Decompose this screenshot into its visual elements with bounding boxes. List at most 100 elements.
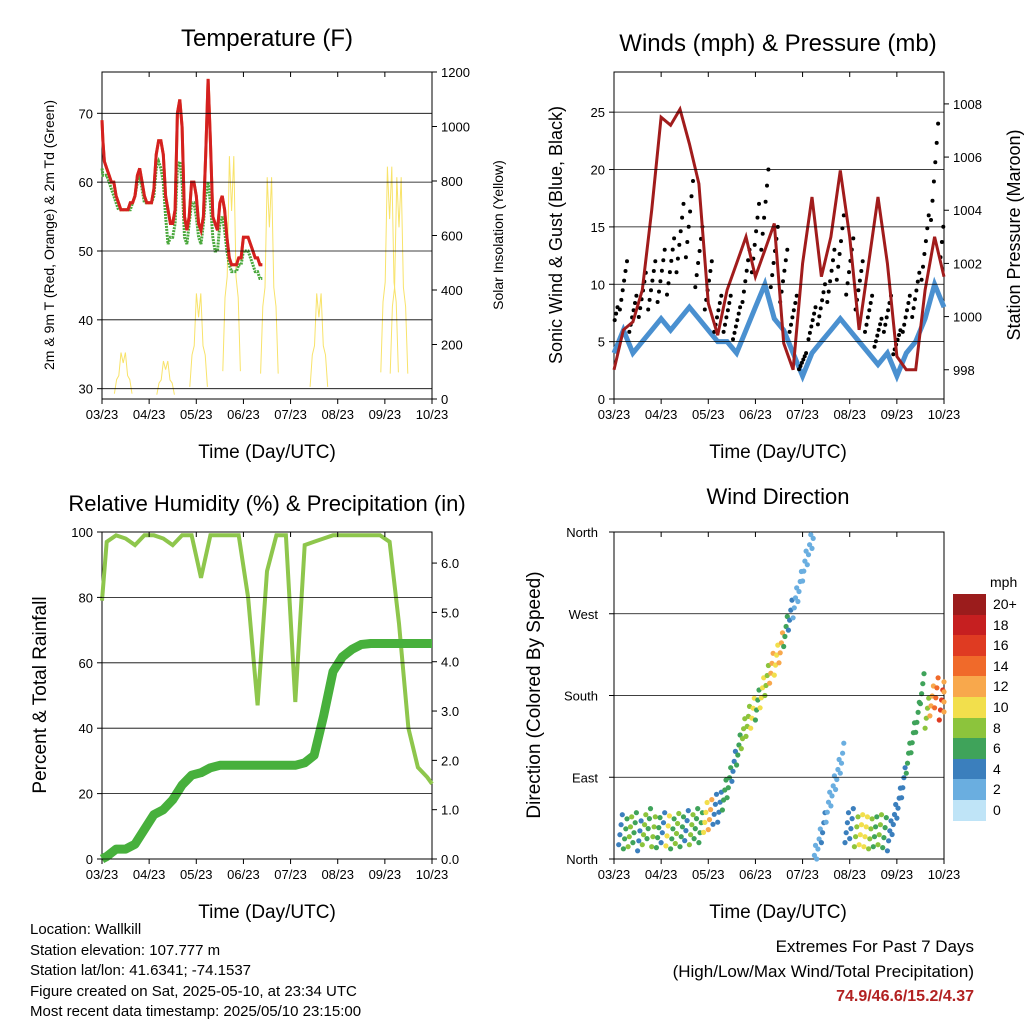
wind-direction-point	[691, 836, 697, 842]
gust-point	[674, 270, 679, 275]
wind-direction-point	[715, 819, 721, 825]
gust-point	[881, 329, 886, 334]
wind-direction-point	[833, 786, 839, 793]
direction-plot-area	[613, 531, 947, 862]
gust-point	[907, 293, 912, 298]
wind-direction-point	[903, 770, 909, 776]
gust-point	[736, 311, 741, 316]
wind-direction-point	[869, 816, 875, 822]
wind-direction-point	[880, 845, 886, 851]
wind-direction-point	[683, 828, 689, 834]
info-recent: Most recent data timestamp: 2025/05/10 2…	[30, 1003, 362, 1020]
gust-point	[723, 322, 727, 327]
wind-direction-point	[814, 856, 820, 862]
gust-point	[936, 121, 941, 126]
temperature-xtick-label: 03/23	[86, 407, 119, 422]
wind-direction-point	[668, 846, 674, 852]
extremes-heading: Extremes For Past 7 Days	[775, 937, 974, 956]
gust-point	[799, 360, 804, 365]
wind-direction-point	[796, 588, 802, 595]
gust-point	[669, 258, 674, 263]
wind-direction-point	[735, 752, 741, 758]
wind-direction-point	[643, 812, 649, 818]
gust-point	[818, 306, 823, 311]
gust-point	[627, 329, 632, 334]
wind-direction-point	[855, 814, 861, 820]
wind-direction-point	[843, 830, 849, 836]
legend-swatch	[953, 635, 986, 657]
legend-swatch	[953, 697, 986, 718]
solar-insolation-spike	[222, 156, 241, 372]
temperature-xtick-label: 09/23	[369, 407, 402, 422]
wind-direction-point	[842, 840, 848, 846]
gust-point	[752, 242, 757, 247]
gust-point	[834, 277, 839, 282]
wind-direction-point	[866, 846, 872, 852]
temperature-ylabel-left: 2m & 9m T (Red, Orange) & 2m Td (Green)	[41, 100, 57, 370]
wind-direction-point	[734, 762, 740, 768]
gust-point	[791, 308, 796, 313]
wind-direction-point	[899, 795, 905, 801]
humidity-ytick-label: 20	[79, 787, 93, 802]
gust-point	[685, 240, 690, 244]
wind-direction-point	[835, 766, 841, 773]
info-elevation: Station elevation: 107.777 m	[30, 941, 221, 959]
gust-point	[681, 201, 686, 206]
humidity-xtick-label: 07/23	[274, 867, 307, 882]
wind-direction-point	[785, 627, 792, 633]
wind-direction-point	[708, 807, 714, 813]
wind-direction-point	[650, 834, 656, 840]
gust-point	[709, 259, 714, 264]
humidity-ytick-label: 80	[79, 590, 93, 605]
gust-point	[719, 293, 724, 298]
temperature-xtick-label: 05/23	[180, 407, 213, 422]
gust-point	[759, 247, 764, 252]
gust-point	[762, 215, 767, 220]
wind-direction-point	[902, 765, 908, 771]
gust-point	[839, 239, 843, 244]
legend-swatch	[953, 717, 986, 739]
gust-point	[875, 333, 880, 338]
wind-direction-point	[922, 725, 928, 731]
gust-point	[619, 297, 624, 302]
temperature-ylabel-right: Solar Insolation (Yellow)	[490, 160, 506, 310]
legend-label: 2	[993, 781, 1001, 798]
gust-point	[665, 292, 669, 297]
wind-direction-point	[710, 821, 716, 827]
legend-label: 0	[993, 802, 1001, 818]
direction-xtick-label: 04/23	[645, 867, 678, 882]
wind-direction-point	[702, 819, 708, 826]
wind-direction-point	[692, 826, 698, 832]
gust-point	[757, 201, 761, 206]
gust-point	[754, 229, 759, 234]
wind-direction-point	[847, 836, 853, 842]
gust-point	[878, 322, 883, 327]
wind-direction-point	[642, 822, 648, 828]
gust-point	[934, 140, 939, 145]
wind-direction-point	[820, 830, 826, 836]
gust-point	[688, 209, 693, 214]
wind-direction-point	[886, 838, 892, 844]
gust-point	[715, 315, 719, 320]
gust-point	[879, 316, 884, 321]
gust-point	[717, 301, 722, 305]
wind-direction-point	[908, 750, 914, 756]
winds-title: Winds (mph) & Pressure (mb)	[619, 30, 936, 57]
winds-xtick-label: 08/23	[833, 407, 866, 422]
legend-label: 10	[993, 699, 1009, 715]
wind-direction-point	[818, 840, 825, 846]
direction-ylabel-left: Direction (Colored By Speed)	[524, 571, 545, 818]
gust-point	[906, 301, 911, 305]
gust-point	[672, 236, 677, 241]
winds-y2tick-label: 1002	[953, 256, 982, 271]
wind-direction-point	[752, 717, 759, 723]
winds-ytick-label: 15	[591, 220, 605, 235]
gust-point	[884, 315, 889, 320]
legend-label: 12	[993, 678, 1009, 695]
wind-direction-point	[619, 812, 625, 818]
wind-direction-point	[701, 829, 707, 836]
gust-point	[865, 315, 870, 320]
wind-direction-point	[828, 803, 834, 809]
winds-ytick-label: 25	[591, 105, 605, 120]
